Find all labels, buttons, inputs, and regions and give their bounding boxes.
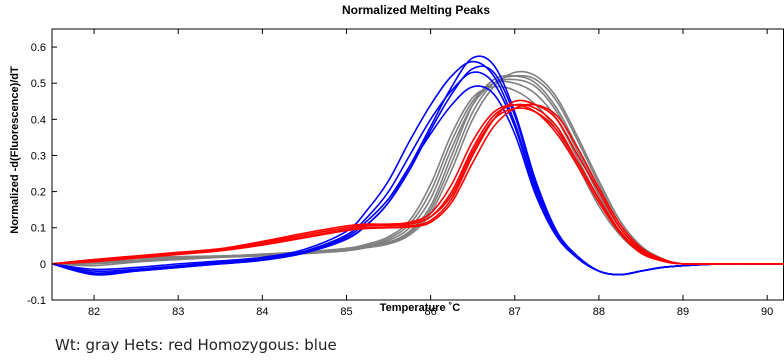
series-line-hets-2 bbox=[51, 99, 784, 265]
series-line-hets-3 bbox=[51, 104, 784, 265]
series-line-hets-5 bbox=[51, 107, 784, 265]
y-axis-label: Normalized -d(Fluorescence)/dT bbox=[9, 66, 21, 234]
y-tick-label: 0.6 bbox=[31, 42, 46, 54]
y-tick-label: 0.2 bbox=[31, 187, 46, 199]
legend-caption: Wt: gray Hets: red Homozygous: blue bbox=[55, 336, 337, 354]
x-tick-label: 83 bbox=[172, 306, 184, 318]
y-tick-label: 0.4 bbox=[31, 114, 46, 126]
y-tick-label: 0.5 bbox=[31, 78, 46, 90]
x-tick-label: 85 bbox=[340, 306, 352, 318]
series-line-hets-4 bbox=[51, 103, 784, 266]
x-axis-label: Temperature ˚C bbox=[380, 302, 461, 314]
y-tick-label: 0.3 bbox=[31, 150, 46, 162]
ticks-layer: 82 83 84 85 86 87 88 89 90 -0.1 0 0.1 0.2 0.3 0.4 0.5 0.… bbox=[27, 29, 773, 318]
y-tick-label: 0.1 bbox=[31, 223, 46, 235]
x-tick-label: 84 bbox=[256, 306, 268, 318]
melting-peaks-chart: Normalized Melting Peaks 82 83 84 85 86 87 88 8… bbox=[9, 3, 784, 318]
x-tick-label: 86 bbox=[424, 306, 436, 318]
y-tick-label: 0 bbox=[40, 259, 46, 271]
x-tick-label: 88 bbox=[593, 306, 605, 318]
series-line-homozygous-5 bbox=[51, 65, 784, 276]
x-tick-label: 90 bbox=[761, 306, 773, 318]
chart-title: Normalized Melting Peaks bbox=[342, 3, 490, 17]
x-tick-label: 82 bbox=[88, 306, 100, 318]
plot-area: 82 83 84 85 86 87 88 89 90 -0.1 0 0.1 0.2 0.3 0.4 0.5 0.… bbox=[27, 28, 784, 318]
x-tick-label: 89 bbox=[677, 306, 689, 318]
series-layer bbox=[51, 55, 784, 276]
y-tick-label: -0.1 bbox=[27, 295, 46, 307]
x-tick-label: 87 bbox=[509, 306, 521, 318]
